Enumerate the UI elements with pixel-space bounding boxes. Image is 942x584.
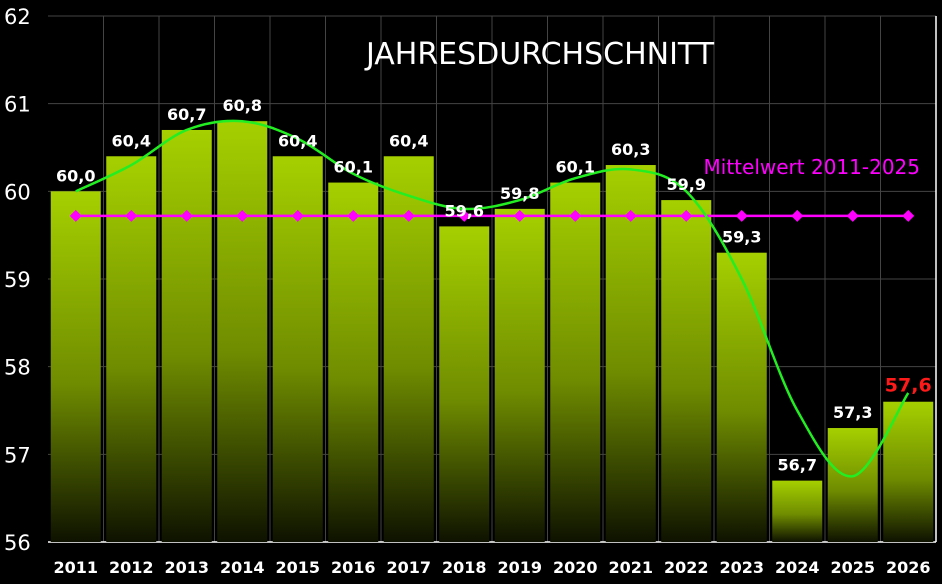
mean-marker — [902, 209, 915, 222]
chart-title: JAHRESDURCHSCHNITT — [364, 37, 715, 72]
mean-line — [69, 209, 915, 222]
mean-marker — [513, 209, 526, 222]
data-label: 59,6 — [445, 201, 484, 220]
mean-marker — [69, 209, 82, 222]
mean-marker — [569, 209, 582, 222]
data-label: 60,4 — [278, 131, 317, 150]
data-label: 60,0 — [56, 166, 95, 185]
x-tick-label: 2025 — [830, 558, 875, 577]
mean-marker — [180, 209, 193, 222]
bar-2019 — [494, 208, 545, 542]
data-label: 56,7 — [778, 456, 817, 475]
bar-2018 — [439, 226, 490, 542]
x-tick-label: 2018 — [442, 558, 487, 577]
data-label: 60,4 — [112, 131, 151, 150]
y-axis: 56 57 58 59 60 61 62 — [4, 5, 31, 555]
y-tick-label: 57 — [4, 443, 31, 467]
bar-2011 — [50, 191, 101, 543]
data-label: 60,7 — [167, 105, 206, 124]
x-tick-label: 2024 — [775, 558, 820, 577]
x-tick-label: 2014 — [220, 558, 265, 577]
mean-marker — [680, 209, 693, 222]
x-tick-label: 2012 — [109, 558, 154, 577]
bar-2013 — [161, 129, 212, 542]
mean-marker — [791, 209, 804, 222]
mean-marker — [458, 209, 471, 222]
mean-marker — [347, 209, 360, 222]
data-label: 59,9 — [667, 175, 706, 194]
data-label: 60,1 — [334, 158, 373, 177]
bar-2021 — [605, 165, 656, 543]
mean-marker — [402, 209, 415, 222]
mean-marker — [125, 209, 138, 222]
bar-2026 — [883, 401, 934, 542]
data-label: 60,8 — [223, 96, 262, 115]
mean-marker — [846, 209, 859, 222]
x-tick-label: 2026 — [886, 558, 931, 577]
x-tick-label: 2020 — [553, 558, 598, 577]
x-tick-label: 2016 — [331, 558, 376, 577]
mean-marker — [236, 209, 249, 222]
data-label: 60,3 — [611, 140, 650, 159]
x-tick-label: 2017 — [386, 558, 431, 577]
y-tick-label: 58 — [4, 356, 31, 380]
bars — [50, 121, 934, 543]
data-label: 59,8 — [500, 184, 539, 203]
data-label: 57,3 — [833, 403, 872, 422]
x-tick-label: 2021 — [608, 558, 653, 577]
x-tick-label: 2019 — [497, 558, 542, 577]
x-tick-label: 2022 — [664, 558, 709, 577]
x-tick-label: 2015 — [275, 558, 320, 577]
x-tick-label: 2011 — [53, 558, 98, 577]
y-tick-label: 56 — [4, 531, 31, 555]
data-label: 57,6 — [885, 375, 932, 397]
bar-2022 — [661, 200, 712, 542]
y-tick-label: 61 — [4, 93, 31, 117]
bar-2024 — [772, 480, 823, 542]
bar-2020 — [550, 182, 601, 543]
bar-2025 — [827, 428, 878, 542]
y-tick-label: 62 — [4, 5, 31, 29]
mean-marker — [735, 209, 748, 222]
x-tick-label: 2013 — [164, 558, 209, 577]
x-tick-label: 2023 — [719, 558, 764, 577]
mean-marker — [624, 209, 637, 222]
data-labels: 60,0 60,4 60,7 60,8 60,4 60,1 60,4 59,6 59,8 60,1… — [56, 96, 932, 474]
x-axis: 2011 2012 2013 2014 2015 2016 2017 2018 2019 2020… — [53, 558, 930, 577]
data-label: 60,4 — [389, 131, 428, 150]
bar-2016 — [328, 182, 379, 543]
trend-line — [75, 119, 910, 478]
legend-mean: Mittelwert 2011-2025 — [704, 155, 920, 179]
bar-2023 — [716, 252, 767, 542]
data-label: 59,3 — [722, 228, 761, 247]
data-label: 60,1 — [556, 158, 595, 177]
bar-2014 — [217, 121, 268, 542]
mean-marker — [291, 209, 304, 222]
y-tick-label: 60 — [4, 180, 31, 204]
y-tick-label: 59 — [4, 268, 31, 292]
